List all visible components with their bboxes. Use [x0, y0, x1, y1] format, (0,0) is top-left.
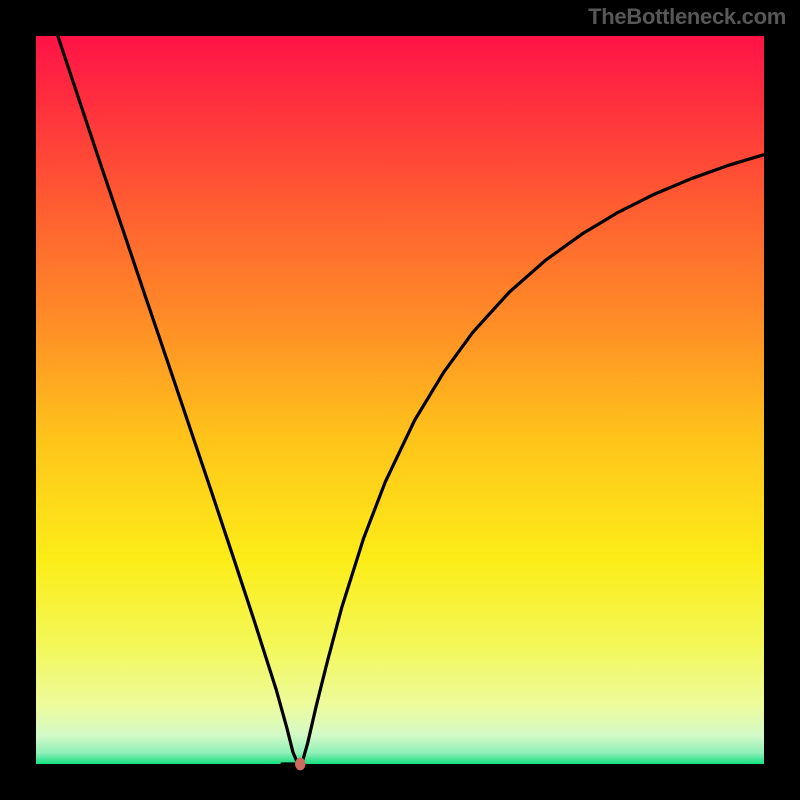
chart-svg [0, 0, 800, 800]
optimal-point-marker [295, 758, 305, 771]
watermark-text: TheBottleneck.com [588, 4, 786, 30]
chart-background [36, 36, 764, 764]
bottleneck-chart [0, 0, 800, 800]
